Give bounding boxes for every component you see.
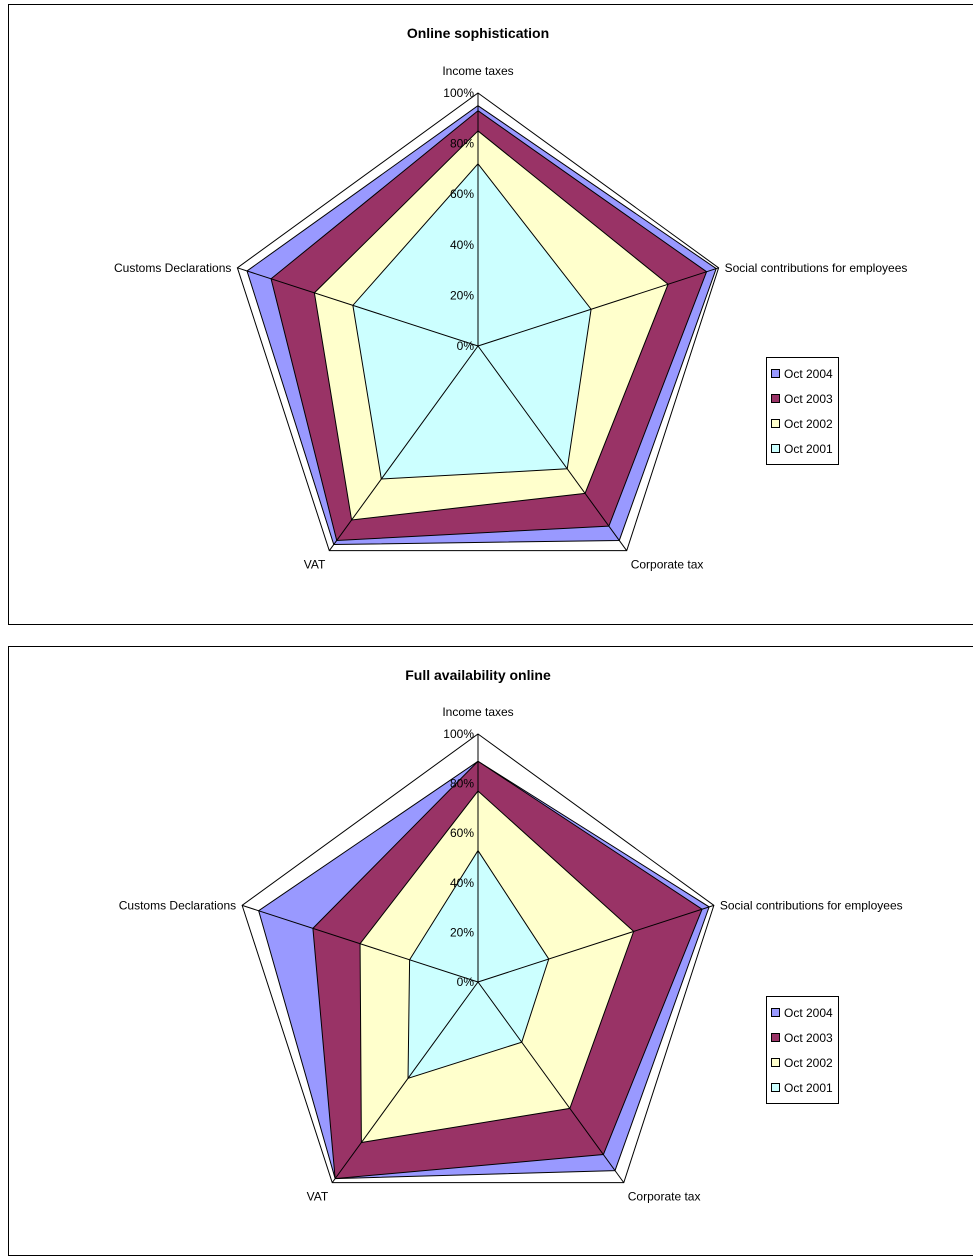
axis-label: Social contributions for employees (720, 898, 903, 912)
legend-label: Oct 2004 (784, 366, 833, 381)
series-area-oct-2001 (352, 163, 592, 480)
axis-label: Income taxes (442, 705, 513, 719)
legend-swatch (771, 394, 780, 403)
chart-panel-full-availability: Full availability online 0% 20% 40% 60% 80% 1… (8, 646, 973, 1256)
legend-item: Oct 2001 (771, 1075, 833, 1100)
axis-spoke (328, 345, 479, 551)
legend-item: Oct 2004 (771, 361, 833, 386)
legend-swatch (771, 1083, 780, 1092)
axis-spoke (477, 345, 628, 551)
axis-label: Customs Declarations (119, 898, 236, 912)
chart-title: Full availability online (405, 667, 551, 683)
legend-swatch (771, 1058, 780, 1067)
tick-label: 80% (450, 777, 474, 791)
axis-label: Corporate tax (628, 1190, 701, 1204)
radar-chart-full-availability: Full availability online 0% 20% 40% 60% 80% 1… (119, 667, 903, 1204)
legend-label: Oct 2001 (784, 441, 833, 456)
tick-label: 100% (443, 86, 474, 100)
legend: Oct 2004 Oct 2003 Oct 2002 Oct 2001 (766, 996, 839, 1104)
legend-item: Oct 2003 (771, 1025, 833, 1050)
tick-label: 60% (450, 826, 474, 840)
axis-label: VAT (304, 558, 326, 572)
tick-label: 40% (450, 876, 474, 890)
legend-swatch (771, 444, 780, 453)
tick-label: 20% (450, 925, 474, 939)
legend-item: Oct 2002 (771, 1050, 833, 1075)
axis-spoke (477, 981, 625, 1183)
legend-swatch (771, 1033, 780, 1042)
axis-label: Social contributions for employees (725, 261, 908, 275)
legend-swatch (771, 419, 780, 428)
tick-label: 60% (450, 187, 474, 201)
chart-title: Online sophistication (407, 25, 549, 41)
tick-label: 0% (457, 975, 475, 989)
axis-label: Customs Declarations (114, 261, 231, 275)
axis-label: Corporate tax (631, 558, 704, 572)
axis-label: VAT (307, 1190, 329, 1204)
tick-label: 0% (457, 339, 475, 353)
tick-label: 100% (443, 727, 474, 741)
legend-label: Oct 2004 (784, 1005, 833, 1020)
tick-label: 40% (450, 238, 474, 252)
legend-label: Oct 2003 (784, 391, 833, 406)
legend-label: Oct 2002 (784, 416, 833, 431)
axis-spoke (477, 904, 715, 983)
radar-chart-online-sophistication: Online sophistication 0% 20% 40% 60% 80% 100%… (114, 25, 908, 572)
legend-label: Oct 2003 (784, 1030, 833, 1045)
chart-panel-online-sophistication: Online sophistication 0% 20% 40% 60% 80% 100%… (8, 4, 973, 625)
axis-label: Income taxes (442, 64, 513, 78)
legend-item: Oct 2001 (771, 436, 833, 461)
legend-label: Oct 2001 (784, 1080, 833, 1095)
legend-label: Oct 2002 (784, 1055, 833, 1070)
legend: Oct 2004 Oct 2003 Oct 2002 Oct 2001 (766, 357, 839, 465)
axis-spoke (331, 981, 479, 1183)
legend-item: Oct 2002 (771, 411, 833, 436)
legend-swatch (771, 1008, 780, 1017)
tick-label: 80% (450, 137, 474, 151)
axis-spoke (241, 904, 479, 983)
axis-spoke (237, 267, 479, 347)
tick-label: 20% (450, 288, 474, 302)
axis-spoke (477, 267, 719, 347)
legend-swatch (771, 369, 780, 378)
legend-item: Oct 2004 (771, 1000, 833, 1025)
legend-item: Oct 2003 (771, 386, 833, 411)
